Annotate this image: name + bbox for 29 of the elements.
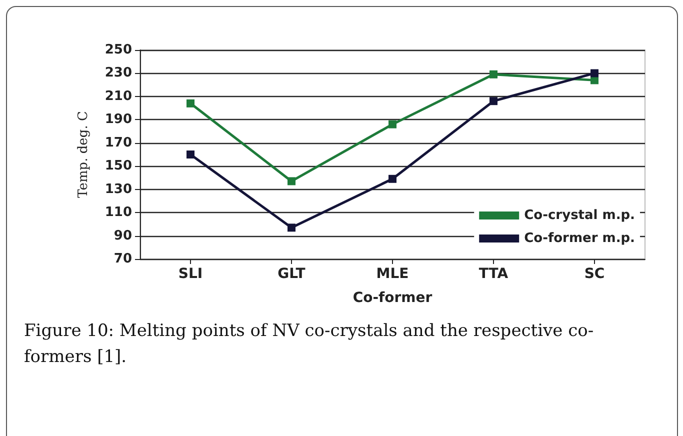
point — [288, 224, 296, 232]
y-tick-label: 90 — [114, 228, 132, 244]
y-axis-title: Temp. deg. C — [76, 111, 91, 198]
y-tick-label: 230 — [104, 66, 132, 81]
point — [490, 97, 498, 106]
x-tick-label: TTA — [478, 266, 508, 282]
point — [388, 120, 396, 128]
x-tick-label: SC — [584, 266, 605, 282]
y-tick-label: 70 — [114, 252, 132, 266]
y-tick-label: 150 — [104, 158, 132, 174]
y-tick-label: 130 — [104, 182, 132, 197]
point — [186, 99, 194, 108]
point — [186, 150, 194, 158]
y-tick-label: 250 — [104, 42, 132, 58]
x-tick-label: SLI — [178, 266, 203, 282]
y-tick-label: 190 — [104, 112, 132, 128]
x-axis-title: Co-former — [352, 290, 432, 306]
x-tick-label: MLE — [376, 266, 409, 282]
point — [490, 70, 498, 78]
point — [388, 174, 396, 183]
x-tick-label: GLT — [278, 266, 306, 282]
y-tick-label: 210 — [104, 88, 132, 104]
point — [590, 69, 598, 78]
point — [288, 177, 296, 186]
y-tick-label: 170 — [104, 135, 132, 150]
caption: Figure 10: Melting points of NV co-crystals and the respective co-formers [1]. — [24, 320, 595, 369]
legend-label: Co-former m.p. — [524, 231, 636, 246]
legend-label: Co-crystal m.p. — [524, 208, 636, 223]
y-tick-label: 110 — [104, 205, 132, 220]
